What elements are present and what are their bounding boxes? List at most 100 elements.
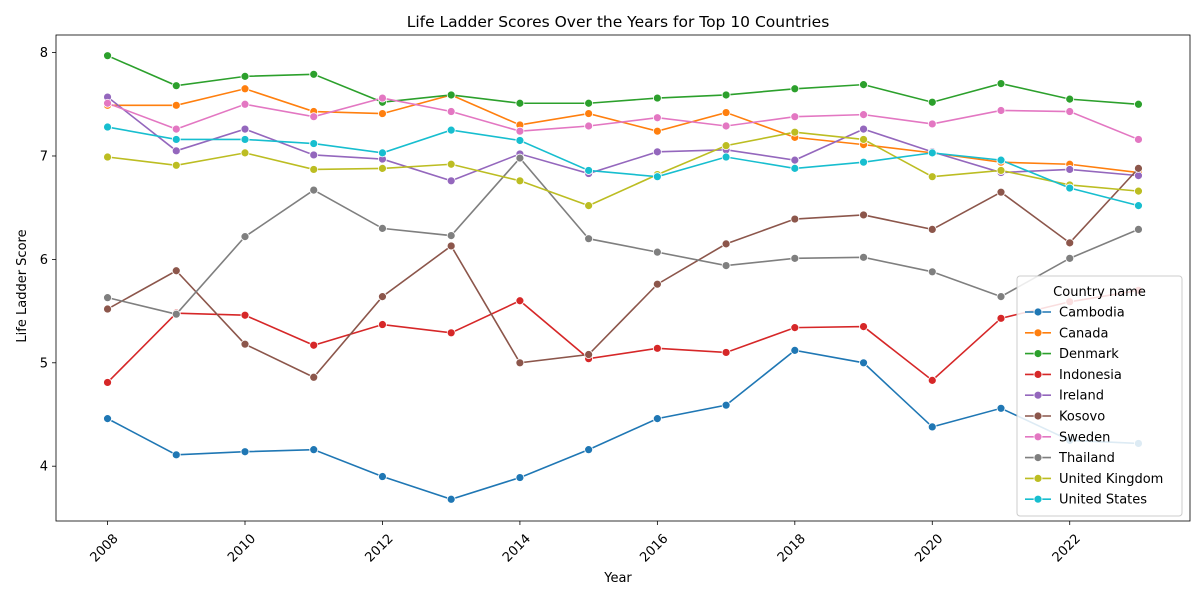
data-point — [240, 310, 250, 320]
series-cambodia — [103, 345, 1143, 504]
data-point — [584, 98, 594, 108]
data-point — [171, 309, 181, 319]
data-point — [1065, 183, 1075, 193]
legend-marker — [1033, 369, 1043, 379]
data-point — [584, 201, 594, 211]
data-point — [927, 172, 937, 182]
data-point — [240, 148, 250, 158]
legend-label: Canada — [1059, 326, 1108, 341]
y-tick-label: 7 — [40, 149, 48, 164]
data-point — [240, 232, 250, 242]
data-point — [240, 99, 250, 109]
data-point — [721, 108, 731, 117]
data-point — [790, 112, 800, 122]
data-point — [309, 69, 319, 79]
data-point — [721, 141, 731, 151]
data-point — [446, 328, 456, 338]
y-tick-label: 4 — [40, 460, 48, 475]
data-point — [378, 148, 387, 158]
data-point — [240, 447, 250, 457]
data-point — [721, 261, 731, 270]
data-point — [171, 135, 181, 144]
legend-title: Country name — [1053, 285, 1146, 300]
data-point — [378, 223, 387, 233]
data-point — [996, 106, 1006, 115]
data-point — [103, 414, 112, 424]
legend: Country name Cambodia Canada Denmark Indones… — [1016, 275, 1183, 517]
legend-label: Sweden — [1059, 430, 1110, 445]
series-line — [107, 156, 1139, 316]
series-line — [106, 289, 1139, 384]
data-point — [446, 176, 456, 186]
data-point — [652, 172, 662, 182]
data-point — [584, 445, 594, 455]
data-point — [859, 157, 868, 167]
data-point — [790, 323, 800, 333]
data-point — [584, 109, 594, 118]
data-point — [103, 122, 112, 132]
data-point — [859, 135, 868, 144]
data-point — [171, 146, 181, 156]
data-point — [584, 166, 594, 175]
series-sweden — [103, 93, 1143, 144]
legend-label: United States — [1059, 493, 1147, 508]
data-point — [515, 153, 525, 163]
data-point — [1134, 201, 1143, 211]
y-axis: 4 5 6 7 8 — [40, 46, 56, 475]
data-point — [584, 121, 594, 131]
data-point — [515, 473, 525, 482]
data-point — [1134, 186, 1143, 196]
series-thailand — [103, 153, 1143, 319]
data-point — [927, 119, 937, 129]
data-point — [652, 343, 662, 353]
data-point — [309, 139, 319, 148]
series-line — [107, 126, 1139, 207]
data-point — [240, 135, 250, 144]
data-point — [652, 414, 662, 424]
legend-box — [1016, 275, 1183, 517]
data-point — [446, 125, 456, 135]
data-point — [309, 340, 319, 350]
data-point — [859, 124, 868, 134]
series-line — [107, 131, 1139, 207]
data-point — [927, 224, 937, 234]
series-denmark — [103, 51, 1143, 109]
data-point — [996, 403, 1006, 413]
data-point — [240, 124, 250, 134]
data-point — [721, 121, 731, 131]
series-kosovo — [103, 163, 1143, 382]
data-point — [996, 313, 1006, 323]
data-point — [446, 241, 456, 251]
data-point — [103, 152, 112, 162]
data-point — [790, 155, 800, 165]
data-point — [996, 79, 1006, 88]
data-point — [103, 293, 112, 303]
data-point — [171, 81, 181, 91]
legend-marker — [1033, 307, 1043, 317]
legend-marker — [1033, 349, 1043, 359]
data-point — [859, 358, 868, 368]
data-point — [515, 98, 525, 108]
data-point — [103, 98, 112, 108]
legend-marker — [1033, 411, 1043, 421]
data-point — [378, 163, 387, 173]
data-point — [103, 51, 112, 61]
data-point — [103, 378, 112, 387]
data-point — [790, 127, 800, 137]
data-point — [515, 126, 525, 136]
series-line — [107, 167, 1140, 379]
legend-label: United Kingdom — [1059, 472, 1163, 487]
data-point — [171, 100, 181, 110]
legend-marker — [1033, 453, 1043, 463]
data-point — [378, 109, 387, 118]
data-point — [721, 348, 731, 357]
series-line — [107, 54, 1139, 106]
data-point — [1065, 94, 1075, 104]
data-point — [790, 253, 800, 263]
x-axis-label: Year — [603, 571, 632, 586]
legend-marker — [1033, 328, 1043, 338]
data-point — [790, 214, 800, 224]
data-point — [1065, 165, 1075, 174]
legend-label: Indonesia — [1059, 368, 1122, 383]
data-point — [859, 80, 868, 90]
